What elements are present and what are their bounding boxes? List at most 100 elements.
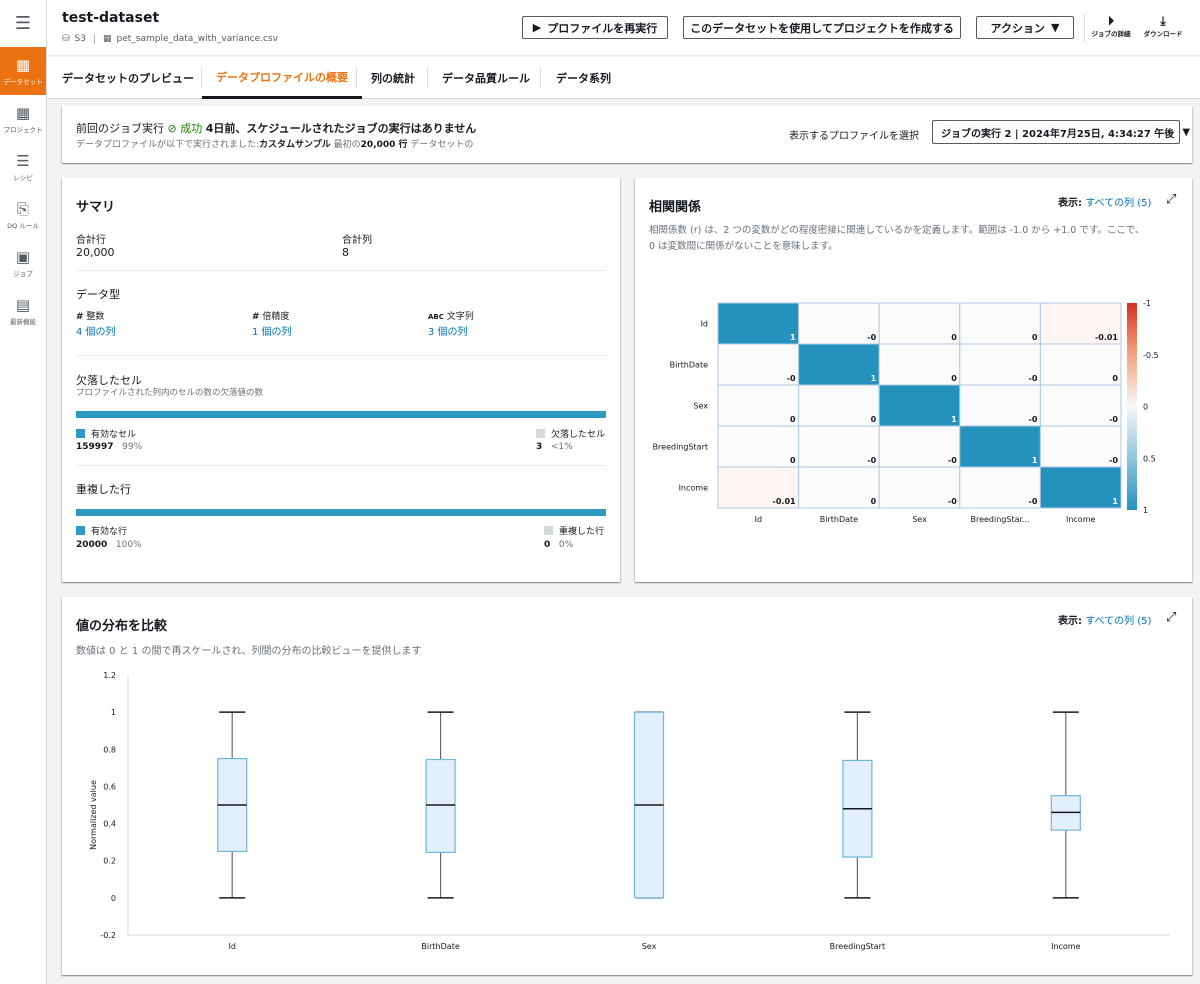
menu-icon[interactable]: ☰ — [14, 13, 32, 34]
heatmap-row-label: Sex — [693, 402, 708, 411]
detail-text: データセットの — [407, 140, 474, 150]
legend-valid-rows: 有効な行 — [76, 524, 127, 537]
duplicate-rows-title: 重複した行 — [76, 483, 131, 496]
valid-cells-bar — [76, 411, 606, 418]
missing-cells-title: 欠落したセル — [76, 374, 142, 387]
divider — [356, 68, 357, 88]
distribution-show-filter[interactable]: 表示: すべての列 (5) — [1058, 612, 1151, 627]
heatmap-cell — [717, 384, 800, 427]
divider — [76, 355, 606, 356]
rail-item-dq-rules[interactable]: ⎘ DQ ルール — [0, 191, 46, 239]
play-icon: ▣ — [15, 247, 31, 266]
correlation-panel: 相関関係 表示: すべての列 (5) ⤢ 相関係数 (r) は、2 つの変数がど… — [635, 178, 1192, 582]
rail-item-whats-new[interactable]: ▤ 最新機能 — [0, 287, 46, 335]
type-label: 文字列 — [446, 312, 474, 322]
valid-rows-bar — [76, 509, 606, 516]
button-label: このデータセットを使用してプロジェクトを作成する — [690, 21, 954, 35]
valid-cells-value: 159997 99% — [76, 442, 142, 452]
y-tick-label: 0.4 — [103, 820, 116, 829]
filter-link[interactable]: すべての列 (5) — [1085, 616, 1152, 627]
heatmap-col-label: Id — [755, 515, 762, 524]
rail-item-datasets[interactable]: ▦ データセット — [0, 47, 46, 95]
heatmap-cell-label: -0.01 — [773, 497, 796, 506]
count: 3 — [536, 442, 543, 452]
legend-swatch — [76, 429, 85, 438]
play-icon: ▶ — [532, 21, 542, 34]
heatmap-row-label: Income — [679, 484, 709, 493]
bucket-icon: ⛁ — [62, 34, 70, 44]
rerun-profile-button[interactable]: ▶ プロファイルを再実行 — [522, 16, 668, 39]
rail-item-projects[interactable]: ▦ プロジェクト — [0, 95, 46, 143]
legend-swatch — [544, 526, 553, 535]
news-icon: ▤ — [15, 295, 31, 314]
string-count-link[interactable]: 3 個の列 — [428, 327, 468, 338]
heatmap-cell — [717, 302, 800, 345]
heatmap-col-label: Sex — [912, 515, 927, 524]
heatmap-cell — [798, 384, 880, 427]
hash-icon: # — [252, 312, 260, 322]
heatmap-cell-label: 0 — [790, 415, 796, 424]
heatmap-cell — [798, 466, 880, 509]
create-project-button[interactable]: このデータセットを使用してプロジェクトを作成する — [683, 16, 961, 39]
distribution-desc: 数値は 0 と 1 の間で再スケールされ、列間の分布の比較ビューを提供します — [76, 646, 422, 657]
filter-link[interactable]: すべての列 (5) — [1085, 198, 1152, 209]
profile-select[interactable]: ジョブの実行 2 | 2024年7月25日, 4:34:27 午後 ▼ — [932, 120, 1190, 144]
heatmap-cell-label: 0 — [1112, 374, 1118, 383]
button-label: アクション — [990, 21, 1045, 35]
dataset-meta: ⛁ S3 ▦ pet_sample_data_with_variance.csv — [62, 34, 278, 44]
detail-text: データプロファイルが以下で実行されました: — [76, 140, 260, 150]
heatmap-cell-label: 0 — [1032, 333, 1038, 342]
integer-count-link[interactable]: 4 個の列 — [76, 327, 116, 338]
legend-swatch — [76, 526, 85, 535]
tab-profile-overview[interactable]: データプロファイルの概要 — [202, 57, 362, 99]
tab-dataset-preview[interactable]: データセットのプレビュー — [62, 72, 194, 85]
colorbar-tick-label: 1 — [1143, 506, 1148, 515]
box-iqr — [425, 758, 456, 853]
page-header: test-dataset ⛁ S3 ▦ pet_sample_data_with… — [47, 0, 1200, 56]
rail-item-recipes[interactable]: ☰ レシピ — [0, 143, 46, 191]
valid-rows-value: 20000 100% — [76, 540, 142, 550]
abc-icon: ABC — [428, 313, 444, 321]
colorbar — [1127, 303, 1137, 510]
job-run-detail: データプロファイルが以下で実行されました:カスタムサンプル 最初の20,000 … — [76, 137, 473, 150]
heatmap-cell-label: -0 — [1109, 415, 1118, 424]
job-details-button[interactable]: ⏵ ジョブの詳細 — [1091, 14, 1131, 46]
expand-icon[interactable]: ⤢ — [1166, 192, 1177, 207]
total-rows-value: 20,000 — [76, 246, 115, 259]
percent: 0% — [558, 540, 574, 550]
total-cols-label: 合計列 — [342, 235, 372, 246]
type-label: 倍精度 — [262, 312, 290, 322]
grid-icon: ▦ — [15, 103, 31, 122]
colorbar-tick-label: -1 — [1143, 299, 1151, 308]
source-label: S3 — [74, 34, 86, 44]
doc-check-icon: ⎘ — [16, 199, 29, 218]
summary-title: サマリ — [76, 200, 116, 215]
x-tick-label: Id — [228, 942, 235, 951]
heatmap-cell — [878, 343, 961, 386]
double-count-link[interactable]: 1 個の列 — [252, 327, 292, 338]
tab-data-lineage[interactable]: データ系列 — [556, 72, 611, 85]
button-label: ジョブの詳細 — [1091, 30, 1131, 38]
divider — [76, 270, 606, 271]
correlation-show-filter[interactable]: 表示: すべての列 (5) — [1058, 194, 1151, 209]
heatmap-cell-label: 0 — [790, 456, 796, 465]
actions-dropdown[interactable]: アクション ▼ — [976, 16, 1074, 39]
heatmap-cell — [1039, 425, 1122, 468]
page-title: test-dataset — [62, 10, 160, 26]
download-button[interactable]: ⤓ ダウンロード — [1143, 14, 1183, 46]
caret-down-icon: ▼ — [1050, 21, 1060, 34]
heatmap-cell — [959, 425, 1041, 468]
expand-icon[interactable]: ⤢ — [1166, 610, 1177, 625]
data-types-title: データ型 — [76, 288, 120, 301]
left-nav-rail: ☰ ▦ データセット ▦ プロジェクト ☰ レシピ ⎘ DQ ルール ▣ ジョブ… — [0, 0, 47, 984]
hash-icon: # — [76, 312, 84, 322]
tab-column-stats[interactable]: 列の統計 — [371, 72, 415, 85]
rail-item-jobs[interactable]: ▣ ジョブ — [0, 239, 46, 287]
divider — [1084, 14, 1085, 42]
heatmap-col-label: BirthDate — [820, 515, 858, 524]
y-tick-label: 0 — [111, 894, 116, 903]
tab-dq-rules[interactable]: データ品質ルール — [442, 72, 530, 85]
button-label: プロファイルを再実行 — [547, 21, 658, 35]
percent: <1% — [550, 442, 573, 452]
y-tick-label: 0.6 — [103, 782, 116, 791]
